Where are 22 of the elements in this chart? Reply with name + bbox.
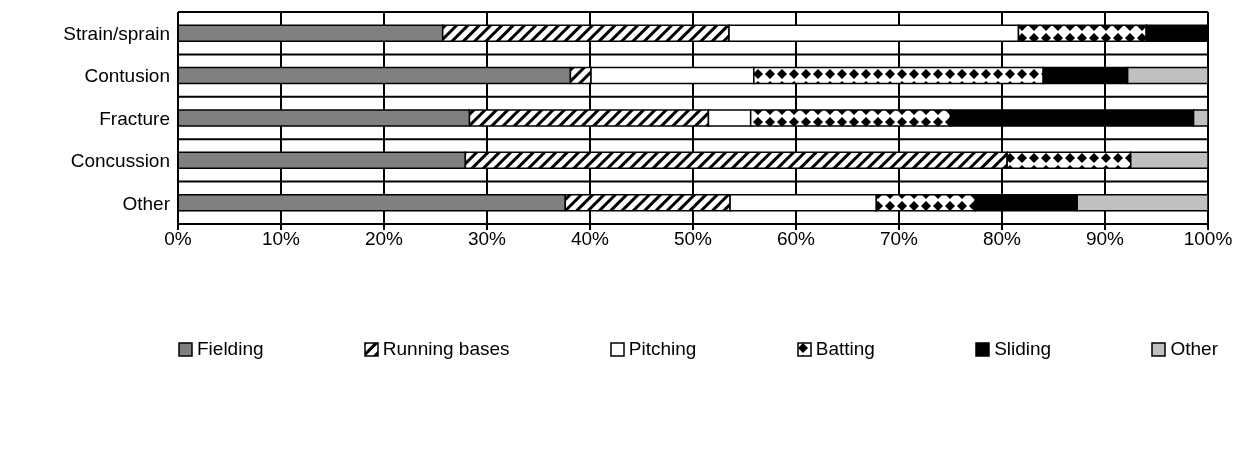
x-tick-label: 30%: [467, 228, 507, 250]
legend-label: Fielding: [196, 338, 264, 360]
x-tick-label: 40%: [570, 228, 610, 250]
y-tick-label: Concussion: [70, 150, 170, 172]
y-tick-label: Fracture: [99, 107, 170, 129]
legend-label: Batting: [814, 338, 875, 360]
x-tick-label: 10%: [261, 228, 301, 250]
x-tick-label: 0%: [164, 228, 192, 250]
y-tick-label: Contusion: [84, 65, 170, 87]
legend-label: Sliding: [993, 338, 1052, 360]
x-tick-label: 80%: [982, 228, 1022, 250]
x-tick-label: 60%: [776, 228, 816, 250]
x-tick-label: 20%: [364, 228, 404, 250]
legend-label: Other: [1169, 338, 1218, 360]
legend-label: Running bases: [381, 338, 510, 360]
x-tick-label: 100%: [1183, 228, 1233, 250]
x-tick-label: 70%: [879, 228, 919, 250]
y-tick-label: Strain/sprain: [63, 22, 170, 44]
y-tick-label: Other: [122, 192, 171, 214]
legend-label: Pitching: [627, 338, 697, 360]
x-tick-label: 50%: [673, 228, 713, 250]
x-tick-label: 90%: [1085, 228, 1125, 250]
